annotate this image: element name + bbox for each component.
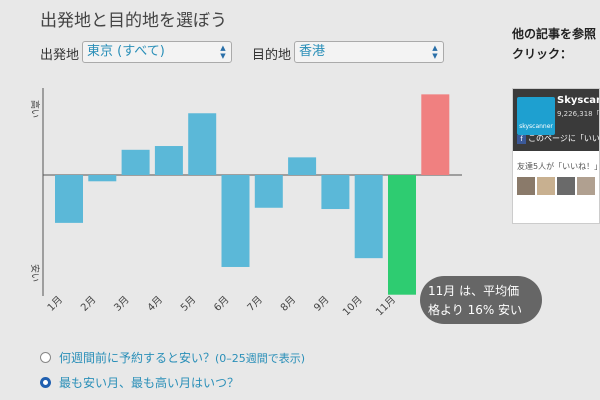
x-tick-label: 7月 (245, 294, 265, 314)
origin-label: 出発地 (40, 48, 80, 63)
chart-bar-9月[interactable] (321, 175, 350, 210)
chart-bar-1月[interactable] (55, 175, 83, 223)
facebook-widget[interactable]: skyscanner Skyscann 9,226,318「い fこのページに「… (512, 88, 600, 224)
fb-friend-avatars (517, 177, 597, 199)
tooltip-line2: 格より 16% 安い (428, 302, 522, 317)
select-arrows-icon: ▲ ▼ (432, 44, 438, 60)
radio-weeks-before[interactable] (40, 352, 51, 363)
destination-select-value: 香港 (299, 44, 326, 59)
chart-bar-10月[interactable] (354, 175, 383, 259)
fb-like-button[interactable]: f このページに「いい (517, 133, 600, 144)
x-tick-label: 6月 (212, 294, 232, 314)
skyscanner-logo-text: skyscanner (519, 123, 553, 130)
x-tick-label: 3月 (112, 294, 132, 314)
fb-friends-text: 友達5人が「いいね！」 (517, 162, 600, 171)
chart-bar-3月[interactable] (121, 149, 150, 175)
option-weeks-before-label: 何週間前に予約すると安い？ (59, 351, 216, 365)
tooltip-line1: 11月 は、平均価 (428, 284, 519, 298)
x-tick-label: 10月 (340, 294, 365, 319)
page-title: 出発地と目的地を選ぼう (40, 11, 227, 31)
radio-cheapest-month[interactable] (40, 377, 51, 388)
chart-bar-6月[interactable] (221, 175, 250, 267)
chart-bar-4月[interactable] (154, 146, 183, 175)
origin-select-value: 東京 (すべて) (87, 44, 165, 59)
x-tick-label: 11月 (374, 294, 399, 319)
option-cheapest-month-label: 最も安い月、最も高い月はいつ？ (59, 376, 240, 390)
x-tick-label: 5月 (178, 294, 198, 314)
chart-bar-12月[interactable] (421, 94, 450, 175)
origin-select[interactable]: 東京 (すべて) ▲ ▼ (82, 41, 232, 63)
option-weeks-before-sub: (0–25週間で表示) (215, 352, 306, 365)
destination-label: 目的地 (252, 48, 292, 63)
chart-bar-7月[interactable] (254, 175, 283, 208)
option-weeks-before[interactable]: 何週間前に予約すると安い？(0–25週間で表示) (40, 349, 305, 366)
chart-bar-2月[interactable] (88, 175, 117, 182)
tooltip-bubble (420, 276, 542, 324)
select-arrows-icon: ▲ ▼ (220, 44, 226, 60)
x-tick-label: 2月 (78, 294, 98, 314)
skyscanner-logo: skyscanner (517, 97, 555, 135)
chart-bar-5月[interactable] (188, 113, 217, 175)
x-tick-label: 8月 (278, 294, 298, 314)
chart-bar-8月[interactable] (288, 157, 317, 175)
x-tick-label: 4月 (145, 294, 165, 314)
y-axis-label-low: 安い (29, 264, 41, 282)
sidebar-title: 他の記事を参照 クリック： (512, 24, 596, 64)
x-tick-label: 1月 (45, 294, 65, 314)
sidebar-title-line1: 他の記事を参照 (512, 27, 597, 41)
destination-select[interactable]: 香港 ▲ ▼ (294, 41, 444, 63)
sidebar-title-line2: クリック： (512, 47, 573, 61)
avatar[interactable] (537, 177, 555, 195)
avatar[interactable] (557, 177, 575, 195)
fb-like-count: 9,226,318「い (557, 110, 600, 118)
avatar[interactable] (577, 177, 595, 195)
fb-like-label: このページに「いい (528, 134, 600, 143)
chart-bar-11月[interactable] (388, 175, 416, 295)
option-cheapest-month[interactable]: 最も安い月、最も高い月はいつ？ (40, 374, 239, 391)
avatar[interactable] (517, 177, 535, 195)
facebook-icon: f (517, 135, 526, 144)
tooltip: 11月 は、平均価 格より 16% 安い (420, 276, 542, 324)
x-tick-label: 9月 (311, 294, 331, 314)
y-axis-label-high: 高い (29, 100, 41, 118)
fb-page-name[interactable]: Skyscann (557, 95, 599, 106)
